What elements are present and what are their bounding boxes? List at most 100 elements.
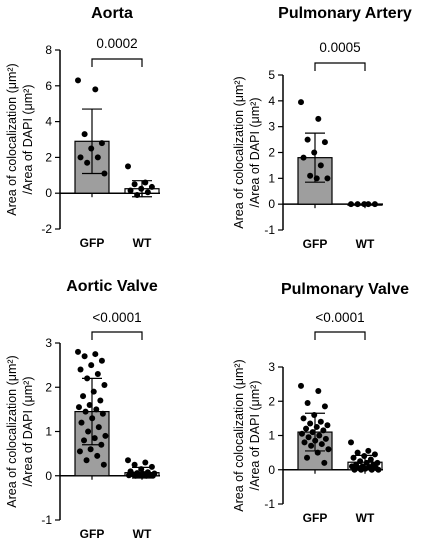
y-tick-label: 8	[45, 43, 52, 57]
data-point-wt	[358, 466, 365, 473]
data-point-gfp	[318, 441, 325, 448]
data-point-gfp	[100, 461, 107, 468]
data-point-wt	[361, 453, 368, 460]
data-point-gfp	[101, 382, 108, 389]
data-point-gfp	[92, 86, 99, 93]
data-point-gfp	[307, 172, 314, 179]
significance-bracket	[314, 62, 366, 71]
y-tick-label: 4	[45, 115, 52, 129]
y-tick-label: 3	[45, 336, 52, 350]
p-value-label: <0.0001	[92, 310, 141, 325]
y-tick-label: 5	[268, 68, 275, 82]
significance-bracket	[91, 58, 143, 67]
data-point-wt	[371, 201, 378, 208]
y-tick-label: 3	[268, 120, 275, 134]
data-point-wt	[375, 466, 382, 473]
data-point-gfp	[304, 399, 311, 406]
data-point-gfp	[94, 154, 101, 161]
data-point-wt	[127, 187, 134, 194]
data-point-wt	[142, 179, 149, 186]
data-point-gfp	[84, 375, 91, 382]
data-point-gfp	[102, 432, 109, 439]
data-point-wt	[348, 439, 354, 446]
data-point-gfp	[81, 131, 88, 138]
data-point-gfp	[300, 154, 307, 161]
x-category-label: GFP	[80, 527, 105, 541]
chart-title: Pulmonary Valve	[281, 281, 409, 298]
data-point-gfp	[298, 99, 304, 106]
y-tick-label: 3	[268, 360, 275, 374]
data-point-wt	[144, 189, 151, 196]
data-point-gfp	[303, 425, 310, 432]
data-point-wt	[350, 454, 357, 461]
data-point-gfp	[324, 175, 331, 182]
y-tick-label: 2	[45, 380, 52, 394]
data-point-gfp	[300, 415, 307, 422]
data-point-wt	[131, 181, 138, 188]
data-point-wt	[371, 451, 378, 458]
data-point-gfp	[301, 439, 308, 446]
data-point-wt	[132, 472, 139, 479]
y-tick-label: 0	[268, 197, 275, 211]
data-point-wt	[142, 459, 149, 466]
data-point-gfp	[98, 140, 105, 147]
data-point-gfp	[324, 422, 331, 429]
y-tick-label: 4	[268, 94, 275, 108]
chart-title: Pulmonary Artery	[278, 5, 412, 22]
data-point-gfp	[83, 457, 90, 464]
data-point-gfp	[76, 448, 83, 455]
y-tick-label: -2	[41, 222, 52, 236]
data-point-gfp	[86, 401, 93, 408]
data-point-gfp	[90, 388, 97, 395]
data-point-wt	[125, 472, 132, 479]
data-point-wt	[138, 185, 145, 192]
y-tick-label: 1	[45, 425, 52, 439]
data-point-gfp	[87, 446, 94, 453]
y-tick-label: -1	[41, 513, 52, 527]
data-point-wt	[125, 163, 131, 170]
x-category-label: WT	[133, 527, 152, 541]
data-point-wt	[134, 191, 141, 198]
chart-panel-1: Aorta Area of colocalization (μm²)/Area o…	[5, 5, 160, 250]
data-point-gfp	[309, 429, 316, 436]
p-value-label: 0.0005	[319, 40, 360, 55]
data-point-wt	[125, 457, 131, 464]
data-point-gfp	[322, 435, 329, 442]
chart-panel-3: Aortic Valve Area of colocalization (μm²)…	[5, 278, 160, 541]
data-point-wt	[354, 201, 361, 208]
data-point-gfp	[320, 427, 327, 434]
p-value-label: <0.0001	[315, 310, 364, 325]
x-category-label: WT	[356, 237, 375, 251]
data-point-gfp	[94, 452, 101, 459]
data-point-gfp	[91, 435, 98, 442]
chart-panel-4: Pulmonary Valve Area of colocalization (μ…	[232, 281, 409, 525]
data-point-gfp	[298, 382, 304, 389]
data-point-gfp	[304, 136, 311, 143]
data-point-gfp	[317, 418, 324, 425]
data-point-gfp	[317, 162, 324, 169]
data-point-gfp	[98, 357, 105, 364]
data-point-wt	[149, 472, 156, 479]
data-point-gfp	[97, 397, 104, 404]
y-tick-label: 0	[45, 186, 52, 200]
y-tick-label: -1	[264, 223, 275, 237]
chart-panel-2: Pulmonary Artery Area of colocalization (…	[232, 5, 412, 251]
data-point-gfp	[311, 411, 318, 418]
y-axis-label-line1: Area of colocalization (μm²)	[232, 76, 246, 228]
y-tick-label: 0	[268, 463, 275, 477]
data-point-gfp	[75, 348, 81, 355]
data-point-wt	[361, 201, 368, 208]
data-point-gfp	[77, 366, 84, 373]
data-point-gfp	[88, 362, 95, 369]
data-point-gfp	[82, 408, 89, 415]
data-point-gfp	[312, 437, 319, 444]
data-point-gfp	[304, 454, 311, 461]
significance-bracket	[314, 331, 366, 340]
x-category-label: WT	[133, 236, 152, 250]
data-point-gfp	[75, 77, 81, 84]
data-point-gfp	[78, 419, 85, 426]
y-axis-label-line2: /Area of DAPI (μm²)	[248, 98, 262, 208]
data-point-gfp	[321, 403, 328, 410]
data-point-gfp	[325, 446, 332, 453]
y-axis-label-line2: /Area of DAPI (μm²)	[21, 85, 35, 195]
